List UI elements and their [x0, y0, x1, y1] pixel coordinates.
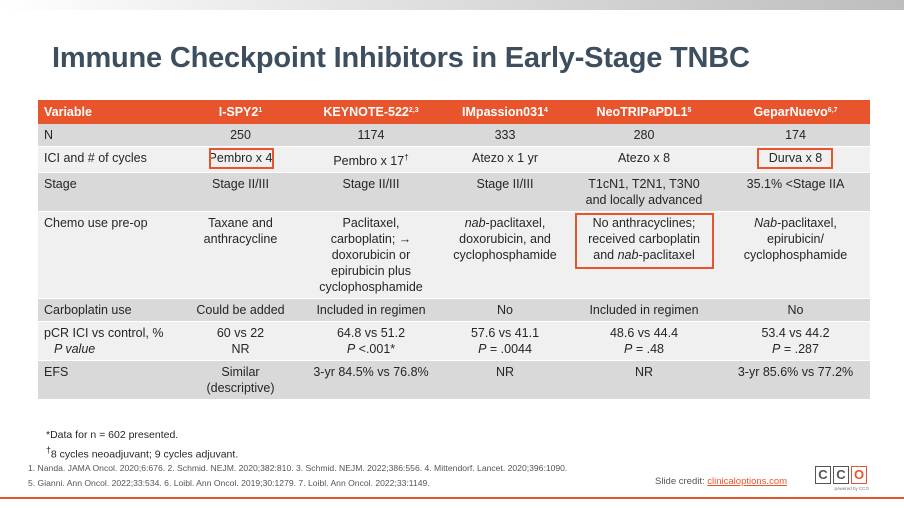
table-cell-highlighted: Durva x 8 — [721, 146, 870, 174]
table-cell: 3-yr 85.6% vs 77.2% — [721, 360, 870, 401]
footnotes: *Data for n = 602 presented. †8 cycles n… — [46, 428, 238, 463]
table-cell: Similar (descriptive) — [182, 360, 299, 401]
table-cell: 174 — [721, 124, 870, 147]
row-label: pCR ICI vs control, % P value — [38, 321, 182, 362]
table-cell: No — [443, 298, 567, 323]
table-cell: Included in regimen — [299, 298, 443, 323]
footnote-asterisk: *Data for n = 602 presented. — [46, 429, 179, 441]
footnote-dagger: †8 cycles neoadjuvant; 9 cycles adjuvant… — [46, 445, 239, 461]
row-label: Chemo use pre-op — [38, 211, 182, 300]
table-cell: Atezo x 1 yr — [443, 146, 567, 174]
reference-line: 5. Gianni. Ann Oncol. 2022;33:534. 6. Lo… — [28, 478, 430, 488]
table-cell: Pembro x 17† — [299, 146, 443, 174]
references: 1. Nanda. JAMA Oncol. 2020;6:676. 2. Sch… — [28, 461, 567, 491]
table-cell: 48.6 vs 44.4 P = .48 — [567, 321, 721, 362]
table-row-ici-cycles: ICI and # of cycles Pembro x 4 Pembro x … — [38, 146, 870, 174]
table-row-efs: EFS Similar (descriptive) 3-yr 84.5% vs … — [38, 360, 870, 401]
table-cell: Nab-paclitaxel, epirubicin/ cyclophospha… — [721, 211, 870, 300]
header-ispy2: I-SPY21 — [182, 100, 299, 124]
table-cell: 280 — [567, 124, 721, 147]
bottom-accent-line — [0, 497, 904, 499]
table-cell: 35.1% <Stage IIA — [721, 172, 870, 213]
row-label: N — [38, 124, 182, 147]
table-cell: Atezo x 8 — [567, 146, 721, 174]
header-neotripapdl1: NeoTRIPaPDL15 — [567, 100, 721, 124]
table-cell: 250 — [182, 124, 299, 147]
table-row-carboplatin: Carboplatin use Could be added Included … — [38, 298, 870, 323]
table-cell: 60 vs 22 NR — [182, 321, 299, 362]
table-cell: NR — [567, 360, 721, 401]
logo-letter: C — [833, 466, 849, 484]
header-impassion031: IMpassion0314 — [443, 100, 567, 124]
table-row-pcr: pCR ICI vs control, % P value 60 vs 22 N… — [38, 321, 870, 362]
header-geparnuevo: GeparNuevo6,7 — [721, 100, 870, 124]
header-variable: Variable — [38, 100, 182, 124]
table-cell: Stage II/III — [299, 172, 443, 213]
logo-tagline: powered by CCO — [834, 486, 869, 491]
logo-letter: C — [815, 466, 831, 484]
table-cell: 57.6 vs 41.1 P = .0044 — [443, 321, 567, 362]
table-cell: Taxane and anthracycline — [182, 211, 299, 300]
table-cell: 3-yr 84.5% vs 76.8% — [299, 360, 443, 401]
top-gradient-bar — [0, 0, 904, 10]
table-cell: nab-paclitaxel, doxorubicin, and cycloph… — [443, 211, 567, 300]
table-cell-highlighted: Pembro x 4 — [182, 146, 299, 174]
table-cell: Stage II/III — [443, 172, 567, 213]
reference-line: 1. Nanda. JAMA Oncol. 2020;6:676. 2. Sch… — [28, 463, 568, 473]
table-cell: Included in regimen — [567, 298, 721, 323]
table-cell: No — [721, 298, 870, 323]
cco-logo: C C O powered by CCO — [815, 466, 869, 496]
comparison-table: Variable I-SPY21 KEYNOTE-5222,3 IMpassio… — [38, 100, 870, 401]
table-cell: NR — [443, 360, 567, 401]
slide-title: Immune Checkpoint Inhibitors in Early-St… — [52, 42, 750, 74]
slide-credit: Slide credit: clinicaloptions.com — [655, 476, 788, 487]
table-cell: T1cN1, T2N1, T3N0 and locally advanced — [567, 172, 721, 213]
table-cell: 1174 — [299, 124, 443, 147]
table-cell: 333 — [443, 124, 567, 147]
table-cell-highlighted: No anthracyclines; received carboplatin … — [567, 211, 721, 300]
table-cell: 64.8 vs 51.2 P <.001* — [299, 321, 443, 362]
table-cell: Stage II/III — [182, 172, 299, 213]
table-cell: 53.4 vs 44.2 P = .287 — [721, 321, 870, 362]
row-label: Stage — [38, 172, 182, 213]
credit-link[interactable]: clinicaloptions.com — [707, 476, 788, 487]
table-cell: Paclitaxel, carboplatin; → doxorubicin o… — [299, 211, 443, 300]
table-row-n: N 250 1174 333 280 174 — [38, 124, 870, 147]
table-row-stage: Stage Stage II/III Stage II/III Stage II… — [38, 172, 870, 213]
table-row-chemo: Chemo use pre-op Taxane and anthracyclin… — [38, 211, 870, 300]
logo-letter: O — [851, 466, 867, 484]
table-cell: Could be added — [182, 298, 299, 323]
row-label: Carboplatin use — [38, 298, 182, 323]
table-header-row: Variable I-SPY21 KEYNOTE-5222,3 IMpassio… — [38, 100, 870, 124]
row-label: EFS — [38, 360, 182, 401]
row-label: ICI and # of cycles — [38, 146, 182, 174]
header-keynote522: KEYNOTE-5222,3 — [299, 100, 443, 124]
